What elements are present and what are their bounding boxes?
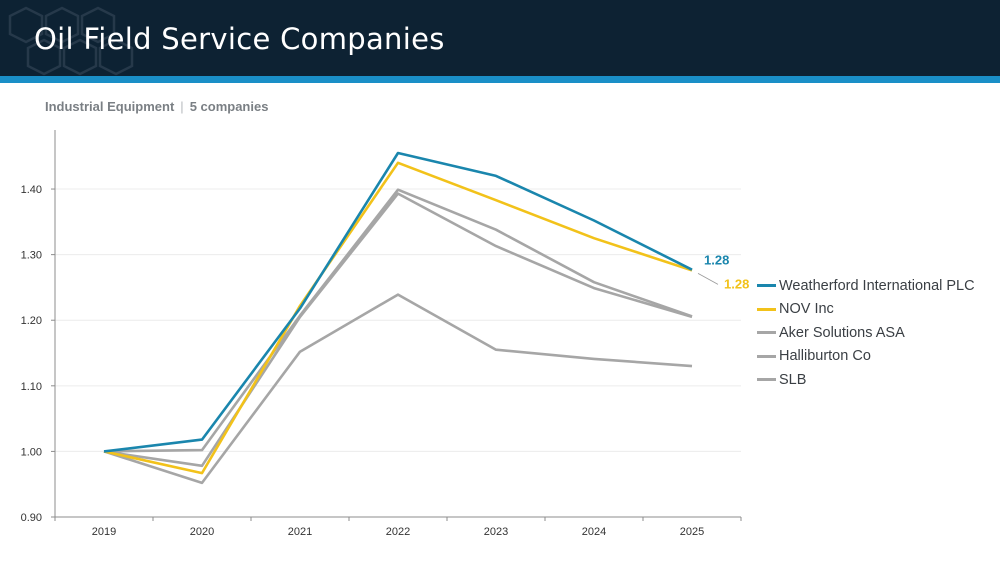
legend-swatch [757,307,776,311]
legend-label: Aker Solutions ASA [779,324,905,341]
x-tick-label: 2022 [386,526,410,538]
hexagon-pattern-icon [8,6,134,76]
header-bar: Oil Field Service Companies [0,0,1000,76]
legend-item: Weatherford International PLC [757,274,975,298]
page-title: Oil Field Service Companies [34,22,445,56]
series-line-nov-inc [103,161,693,475]
y-tick-label: 0.90 [21,512,42,524]
end-value-label: 1.28 [724,276,749,291]
legend-swatch [757,378,776,382]
end-value-label: 1.28 [704,253,729,268]
sector-label: Industrial Equipment [45,99,175,114]
legend-item: NOV Inc [757,298,975,322]
legend-item: Halliburton Co [757,345,975,369]
series-line-slb [103,293,693,485]
subtitle-separator: | [180,99,184,114]
x-tick-label: 2019 [92,526,116,538]
legend-swatch [757,331,776,335]
x-tick-label: 2020 [190,526,214,538]
accent-bar [0,76,1000,83]
y-tick-label: 1.40 [21,184,42,196]
legend-label: Halliburton Co [779,348,871,365]
legend-swatch [757,284,776,288]
chart-subtitle: Industrial Equipment | 5 companies [45,99,268,114]
y-tick-label: 1.00 [21,446,42,458]
legend-label: SLB [779,371,807,388]
series-line-aker-solutions-asa [103,188,693,453]
legend-item: SLB [757,368,975,392]
x-tick-label: 2023 [484,526,508,538]
legend-item: Aker Solutions ASA [757,321,975,345]
y-tick-label: 1.30 [21,250,42,262]
x-tick-label: 2025 [680,526,704,538]
legend-swatch [757,354,776,358]
chart-legend: Weatherford International PLC NOV Inc Aker… [757,274,975,392]
series-line-weatherford-international-plc [103,151,693,453]
y-tick-label: 1.10 [21,381,42,393]
x-tick-label: 2024 [582,526,606,538]
company-count: 5 companies [189,99,269,114]
legend-label: Weatherford International PLC [779,277,975,294]
y-tick-label: 1.20 [21,315,42,327]
end-label-leader [697,273,719,285]
x-tick-label: 2021 [288,526,312,538]
series-line-halliburton-co [103,192,693,468]
legend-label: NOV Inc [779,301,834,318]
